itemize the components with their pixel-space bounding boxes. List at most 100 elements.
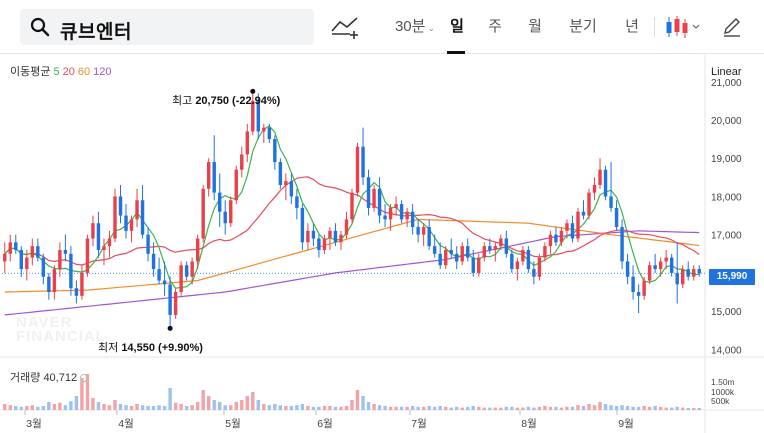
candle-body[interactable] (229, 200, 233, 224)
candle-body[interactable] (344, 219, 349, 235)
candle-body[interactable] (184, 265, 189, 277)
tab-year[interactable]: 년 (625, 18, 639, 35)
candle-body[interactable] (366, 177, 371, 208)
candle-body[interactable] (377, 188, 382, 216)
candle-body[interactable] (658, 261, 663, 270)
candle-body[interactable] (515, 261, 520, 270)
candle-body[interactable] (251, 100, 255, 132)
candle-body[interactable] (421, 227, 426, 235)
ma5-label[interactable]: 5 (53, 66, 60, 78)
candle-body[interactable] (273, 139, 277, 163)
candle-body[interactable] (85, 238, 90, 273)
candle-body[interactable] (455, 253, 459, 262)
ma120-label[interactable]: 120 (93, 66, 112, 78)
candle-body[interactable] (438, 253, 442, 266)
candle-body[interactable] (471, 257, 475, 273)
candle-body[interactable] (576, 211, 580, 239)
candle-body[interactable] (504, 238, 509, 254)
ma60-label[interactable]: 60 (77, 66, 91, 78)
candle-body[interactable] (201, 188, 205, 239)
candle-body[interactable] (118, 196, 123, 216)
candle-body[interactable] (681, 269, 685, 285)
candle-body[interactable] (427, 227, 431, 247)
candle-body[interactable] (218, 192, 222, 212)
candle-body[interactable] (510, 253, 514, 270)
candle-body[interactable] (157, 269, 161, 281)
candle-body[interactable] (206, 162, 211, 189)
candle-body[interactable] (669, 257, 674, 273)
candle-body[interactable] (526, 249, 531, 270)
candle-body[interactable] (69, 253, 73, 289)
indicator-add-icon[interactable] (330, 13, 360, 41)
candle-body[interactable] (449, 249, 453, 254)
candle-body[interactable] (609, 196, 613, 208)
candle-body[interactable] (355, 146, 360, 193)
candle-body[interactable] (350, 192, 354, 220)
candle-body[interactable] (361, 146, 365, 178)
candle-body[interactable] (631, 276, 635, 293)
candle-body[interactable] (614, 207, 619, 228)
candle-body[interactable] (278, 162, 283, 185)
candle-body[interactable] (36, 246, 40, 258)
candle-body[interactable] (146, 234, 150, 254)
candle-body[interactable] (306, 230, 310, 243)
candle-body[interactable] (212, 162, 216, 193)
candle-body[interactable] (58, 249, 62, 270)
candle-body[interactable] (256, 100, 261, 132)
candle-body[interactable] (19, 249, 23, 270)
candle-body[interactable] (14, 242, 18, 250)
candle-body[interactable] (394, 204, 398, 208)
candle-body[interactable] (240, 154, 244, 170)
tab-week[interactable]: 주 (488, 18, 502, 35)
candle-body[interactable] (675, 272, 679, 285)
candle-body[interactable] (317, 238, 321, 250)
candle-body[interactable] (383, 215, 387, 220)
candle-body[interactable] (372, 188, 376, 208)
stock-search-box[interactable]: 큐브엔터 (20, 9, 314, 45)
candle-body[interactable] (581, 211, 586, 216)
scale-mode-button[interactable]: Linear (711, 66, 742, 78)
candle-body[interactable] (647, 265, 652, 281)
candle-body[interactable] (443, 249, 448, 266)
candle-body[interactable] (554, 234, 558, 243)
candle-body[interactable] (587, 192, 591, 216)
search-icon[interactable] (30, 17, 50, 37)
candle-body[interactable] (107, 238, 112, 247)
candle-body[interactable] (140, 200, 145, 235)
candle-body[interactable] (592, 184, 597, 193)
candle-body[interactable] (388, 207, 393, 220)
candle-body[interactable] (162, 280, 167, 285)
candle-body[interactable] (328, 230, 332, 239)
candle-body[interactable] (598, 169, 602, 185)
candle-body[interactable] (477, 257, 481, 273)
candle-body[interactable] (493, 246, 498, 250)
candle-body[interactable] (113, 196, 117, 239)
candle-body[interactable] (625, 261, 630, 277)
candle-body[interactable] (311, 230, 316, 239)
candle-body[interactable] (537, 257, 542, 277)
candle-body[interactable] (41, 257, 46, 277)
candle-body[interactable] (548, 234, 553, 247)
candle-body[interactable] (168, 284, 172, 315)
candle-body[interactable] (129, 219, 134, 231)
candle-body[interactable] (322, 238, 327, 250)
tab-quarter[interactable]: 분기 (569, 18, 597, 35)
candle-body[interactable] (25, 257, 29, 270)
candle-body[interactable] (603, 169, 608, 197)
search-input-value[interactable]: 큐브엔터 (60, 22, 132, 43)
candle-body[interactable] (234, 169, 238, 201)
candle-body[interactable] (300, 207, 305, 243)
candle-body[interactable] (3, 253, 7, 262)
candle-body[interactable] (102, 246, 106, 250)
candle-body[interactable] (289, 181, 294, 197)
candle-body[interactable] (620, 227, 624, 262)
candle-body[interactable] (664, 257, 668, 262)
tab-month[interactable]: 월 (528, 18, 542, 35)
tab-day[interactable]: 일 (450, 18, 464, 35)
candle-body[interactable] (636, 292, 641, 296)
candle-body[interactable] (52, 269, 57, 293)
candle-body[interactable] (333, 230, 338, 243)
candle-body[interactable] (488, 246, 492, 250)
candle-body[interactable] (686, 269, 690, 277)
candlestick-type-icon[interactable] (664, 14, 702, 40)
